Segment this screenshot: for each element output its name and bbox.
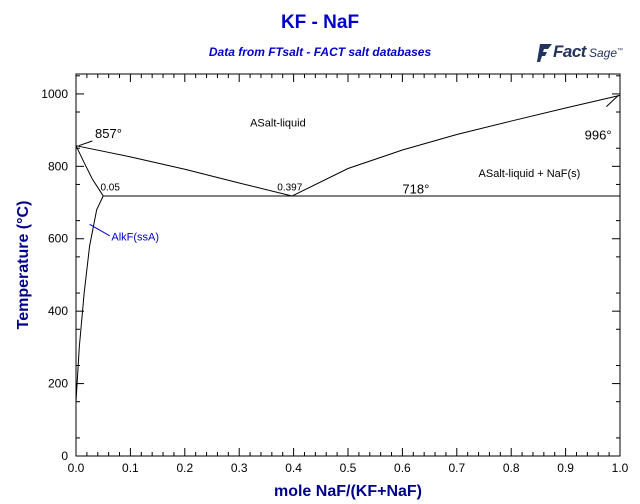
chart-subtitle: Data from FTsalt - FACT salt databases [208,45,432,59]
annotation-1: 996° [585,128,612,143]
annotation-4: 718° [402,181,429,196]
x-tick-label: 0.8 [503,461,520,475]
phase-boundary-2 [75,145,104,197]
y-tick-label: 800 [48,159,68,173]
x-tick-label: 0.6 [394,461,411,475]
x-tick-label: 0.4 [285,461,302,475]
phase-boundary-4 [75,195,104,402]
plot-frame [75,73,621,457]
y-tick-label: 200 [48,377,68,391]
x-tick-label: 1.0 [612,461,629,475]
leader-857 [78,140,93,147]
x-tick-label: 0.0 [68,461,85,475]
phase-boundary-1 [291,94,621,197]
x-tick-label: 0.1 [122,461,139,475]
x-tick-label: 0.5 [340,461,357,475]
y-tick-label: 0 [61,449,68,463]
x-tick-label: 0.7 [448,461,465,475]
annotation-6: ASalt-liquid + NaF(s) [479,168,581,180]
logo-sage-text: Sage™ [589,46,624,60]
annotation-0: 857° [95,126,122,141]
x-tick-label: 0.3 [231,461,248,475]
annotation-5: ASalt-liquid [250,118,306,130]
leader-996 [606,94,619,107]
logo-fact-text: Fact [553,42,586,61]
factsage-logo-icon [537,44,552,62]
y-tick-label: 600 [48,232,68,246]
x-tick-label: 0.9 [557,461,574,475]
annotation-2: 0.05 [100,183,120,194]
y-tick-label: 1000 [41,87,68,101]
chart-title: KF - NaF [280,12,360,33]
leader-alkf [89,223,110,237]
y-tick-label: 400 [48,304,68,318]
annotation-7: AlkF(ssA) [111,232,159,244]
annotation-3: 0.397 [277,183,302,194]
phase-boundary-0 [75,145,293,197]
y-axis-label: Temperature (°C) [15,201,32,330]
factsage-logo: Fact Sage™ [537,40,624,70]
x-tick-label: 0.2 [176,461,193,475]
x-axis-label: mole NaF/(KF+NaF) [274,483,422,500]
